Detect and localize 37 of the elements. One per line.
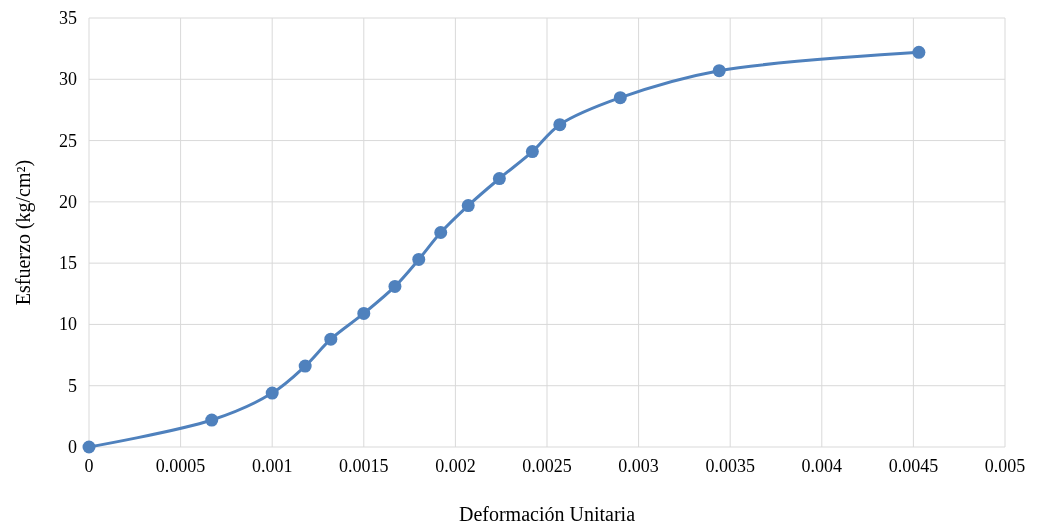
x-tick-label: 0.0005 — [155, 456, 206, 476]
point — [525, 145, 539, 159]
x-tick-label: 0.0045 — [888, 456, 939, 476]
x-axis-title: Deformación Unitaria — [458, 503, 636, 525]
x-tick-label: 0.002 — [435, 456, 476, 476]
x-tick-label: 0.0035 — [705, 456, 755, 476]
y-tick-label: 5 — [68, 375, 77, 396]
point — [82, 440, 96, 454]
point — [357, 306, 371, 320]
point — [265, 386, 279, 400]
point — [712, 64, 726, 78]
x-tick-label: 0.004 — [801, 456, 843, 476]
point — [613, 91, 627, 105]
y-tick-label: 10 — [59, 314, 77, 335]
point — [912, 45, 926, 59]
x-tick-label: 0.0015 — [339, 456, 389, 476]
x-tick-label: 0 — [84, 456, 94, 476]
point — [412, 252, 426, 266]
x-tick-label: 0.005 — [984, 456, 1026, 476]
x-tick-label: 0.0025 — [522, 456, 572, 476]
point — [324, 332, 338, 346]
y-tick-label: 20 — [59, 191, 77, 212]
point — [434, 226, 448, 239]
y-tick-label: 30 — [59, 69, 77, 90]
y-axis-title: Esfuerzo (kg/cm²) — [12, 159, 35, 306]
x-tick-label: 0.003 — [618, 456, 659, 476]
y-tick-label: 0 — [68, 437, 77, 457]
point — [205, 413, 219, 427]
point — [298, 359, 312, 373]
point — [492, 172, 506, 186]
y-tick-label: 25 — [59, 130, 77, 151]
y-tick-label: 15 — [59, 253, 77, 274]
y-tick-label: 35 — [59, 8, 77, 28]
x-tick-label: 0.001 — [251, 456, 293, 476]
point — [553, 118, 567, 132]
point — [388, 279, 402, 293]
point — [461, 199, 475, 213]
